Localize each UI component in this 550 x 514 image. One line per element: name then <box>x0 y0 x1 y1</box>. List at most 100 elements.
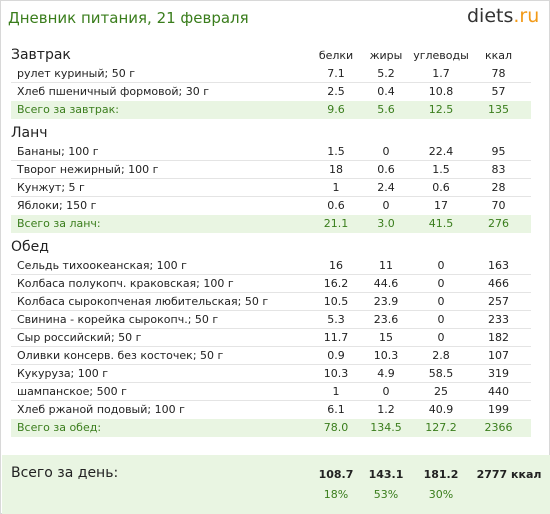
kcal-value: 440 <box>488 385 509 398</box>
fat-value: 0 <box>382 385 390 398</box>
fat-value: 23.9 <box>373 295 399 308</box>
food-name: Кукуруза; 100 г <box>17 367 109 380</box>
daily-protein-percent: 18% <box>323 488 349 501</box>
page-title: Дневник питания, 21 февраля <box>8 9 249 27</box>
carbs-value: 17 <box>434 199 448 212</box>
protein-value: 10.3 <box>323 367 349 380</box>
total-label: Всего за ланч: <box>17 217 101 230</box>
carbs-value: 1.7 <box>432 67 450 80</box>
kcal-value: 95 <box>491 145 506 158</box>
section-title-lunch: Ланч <box>11 125 48 141</box>
fat-value: 0 <box>382 199 390 212</box>
daily-fat: 143.1 <box>368 468 404 481</box>
food-row: Сыр российский; 50 г 11.7 15 0 182 <box>11 329 531 347</box>
total-fat: 3.0 <box>377 217 395 230</box>
food-name: Сыр российский; 50 г <box>17 331 142 344</box>
food-row: Яблоки; 150 г 0.6 0 17 70 <box>11 197 531 215</box>
protein-value: 11.7 <box>323 331 349 344</box>
breakfast-total-row: Всего за завтрак: 9.6 5.6 12.5 135 <box>11 101 531 119</box>
protein-value: 16.2 <box>323 277 349 290</box>
daily-total-panel: Всего за день: 108.7 143.1 181.2 2777 кк… <box>2 455 550 514</box>
food-row: Бананы; 100 г 1.5 0 22.4 95 <box>11 143 531 161</box>
food-row: Сельдь тихоокеанская; 100 г 16 11 0 163 <box>11 257 531 275</box>
carbs-value: 0 <box>437 259 445 272</box>
daily-carbs: 181.2 <box>423 468 459 481</box>
carbs-value: 0 <box>437 277 445 290</box>
fat-value: 15 <box>379 331 393 344</box>
total-protein: 21.1 <box>323 217 349 230</box>
food-name: Хлеб ржаной подовый; 100 г <box>17 403 185 416</box>
carbs-value: 10.8 <box>428 85 454 98</box>
food-name: Яблоки; 150 г <box>17 199 97 212</box>
fat-value: 0.6 <box>377 163 395 176</box>
protein-value: 18 <box>329 163 343 176</box>
protein-value: 1.5 <box>327 145 345 158</box>
dinner-total-row: Всего за обед: 78.0 134.5 127.2 2366 <box>11 419 531 437</box>
kcal-value: 57 <box>491 85 506 98</box>
logo-domain: .ru <box>513 5 540 27</box>
header-protein: белки <box>318 49 354 62</box>
food-name: Кунжут; 5 г <box>17 181 85 194</box>
section-title-dinner: Обед <box>11 239 49 255</box>
food-row: Хлеб ржаной подовый; 100 г 6.1 1.2 40.9 199 <box>11 401 531 419</box>
logo-text: diets <box>467 5 514 27</box>
food-name: Сельдь тихоокеанская; 100 г <box>17 259 187 272</box>
daily-total-label: Всего за день: <box>11 465 119 481</box>
total-protein: 9.6 <box>327 103 345 116</box>
food-name: Колбаса сырокопченая любительская; 50 г <box>17 295 269 308</box>
food-name: рулет куриный; 50 г <box>17 67 135 80</box>
food-row: Свинина - корейка сырокопч.; 50 г 5.3 23.6… <box>11 311 531 329</box>
protein-value: 0.6 <box>327 199 345 212</box>
protein-value: 16 <box>329 259 343 272</box>
section-title-breakfast: Завтрак <box>11 47 71 63</box>
food-row: шампанское; 500 г 1 0 25 440 <box>11 383 531 401</box>
protein-value: 6.1 <box>327 403 345 416</box>
kcal-value: 28 <box>491 181 506 194</box>
total-label: Всего за завтрак: <box>17 103 120 116</box>
protein-value: 10.5 <box>323 295 349 308</box>
food-row: Хлеб пшеничный формовой; 30 г 2.5 0.4 10.8 5… <box>11 83 531 101</box>
protein-value: 1 <box>332 181 340 194</box>
carbs-value: 2.8 <box>432 349 450 362</box>
fat-value: 10.3 <box>373 349 399 362</box>
fat-value: 4.9 <box>377 367 395 380</box>
food-row: Колбаса полукопч. краковская; 100 г 16.2 4… <box>11 275 531 293</box>
food-name: Бананы; 100 г <box>17 145 99 158</box>
food-name: шампанское; 500 г <box>17 385 127 398</box>
fat-value: 1.2 <box>377 403 395 416</box>
total-kcal: 276 <box>488 217 509 230</box>
header-carbs: углеводы <box>413 49 469 62</box>
diets-logo[interactable]: diets.ru <box>467 5 539 27</box>
food-name: Творог нежирный; 100 г <box>17 163 159 176</box>
header-fat: жиры <box>369 49 403 62</box>
kcal-value: 182 <box>488 331 509 344</box>
daily-fat-percent: 53% <box>373 488 399 501</box>
kcal-value: 257 <box>488 295 509 308</box>
kcal-value: 319 <box>488 367 509 380</box>
protein-value: 5.3 <box>327 313 345 326</box>
lunch-total-row: Всего за ланч: 21.1 3.0 41.5 276 <box>11 215 531 233</box>
carbs-value: 0 <box>437 331 445 344</box>
total-label: Всего за обед: <box>17 421 102 434</box>
total-kcal: 2366 <box>484 421 513 434</box>
food-row: Кукуруза; 100 г 10.3 4.9 58.5 319 <box>11 365 531 383</box>
protein-value: 2.5 <box>327 85 345 98</box>
kcal-value: 83 <box>491 163 506 176</box>
kcal-value: 163 <box>488 259 509 272</box>
fat-value: 44.6 <box>373 277 399 290</box>
kcal-value: 107 <box>488 349 509 362</box>
daily-carbs-percent: 30% <box>428 488 454 501</box>
food-row: Колбаса сырокопченая любительская; 50 г 1… <box>11 293 531 311</box>
fat-value: 0 <box>382 145 390 158</box>
fat-value: 11 <box>379 259 393 272</box>
fat-value: 0.4 <box>377 85 395 98</box>
carbs-value: 25 <box>434 385 448 398</box>
fat-value: 5.2 <box>377 67 395 80</box>
food-row: Кунжут; 5 г 1 2.4 0.6 28 <box>11 179 531 197</box>
protein-value: 0.9 <box>327 349 345 362</box>
carbs-value: 1.5 <box>432 163 450 176</box>
total-carbs: 127.2 <box>425 421 457 434</box>
food-row: рулет куриный; 50 г 7.1 5.2 1.7 78 <box>11 65 531 83</box>
carbs-value: 0 <box>437 295 445 308</box>
